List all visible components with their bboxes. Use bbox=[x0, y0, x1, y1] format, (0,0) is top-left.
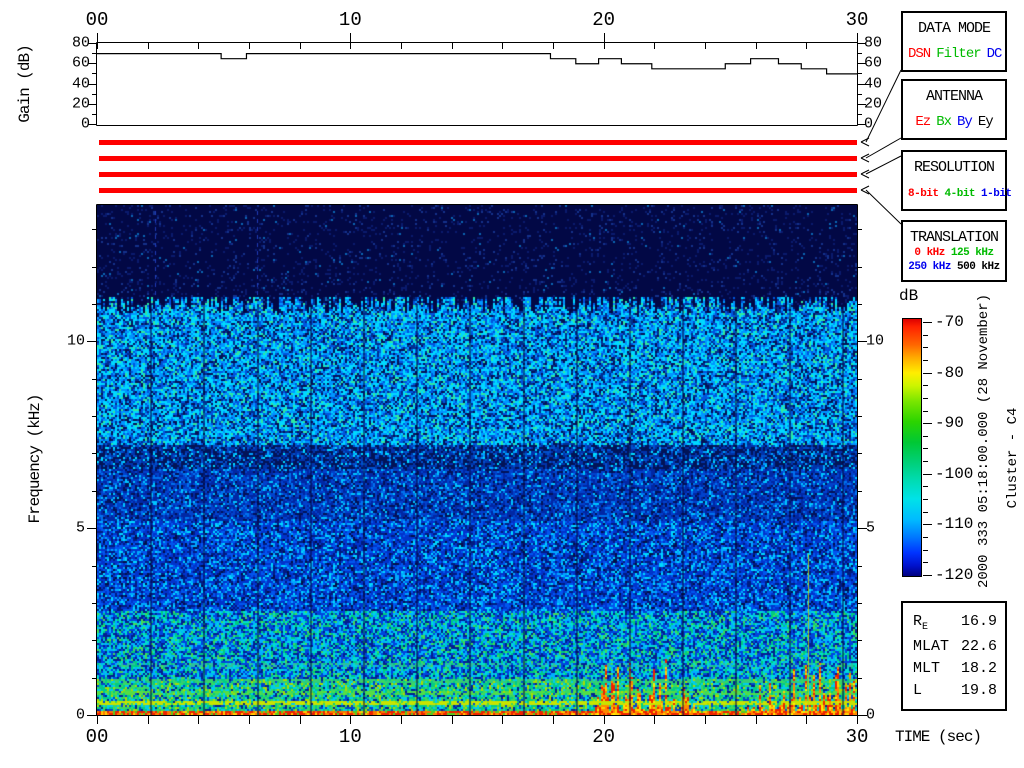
data-mode-values: DSN Filter DC bbox=[905, 46, 1003, 62]
status-bar-1 bbox=[99, 156, 857, 161]
status-value: Bx bbox=[936, 114, 951, 130]
antenna-values: Ez Bx By Ey bbox=[905, 114, 1003, 130]
datetime-caption: 2000 333 05:18:00.000 (28 November) bbox=[976, 294, 992, 588]
connector-arrowhead bbox=[861, 142, 869, 146]
translation-box: TRANSLATION 0 kHz 125 kHz 250 kHz 500 kHz bbox=[901, 220, 1007, 282]
translation-title: TRANSLATION bbox=[905, 229, 1003, 246]
colorbar bbox=[902, 318, 922, 577]
colorbar-tick-label: -90 bbox=[935, 414, 964, 432]
colorbar-tick-label: -120 bbox=[935, 566, 973, 584]
orbit-parameter-label: MLAT bbox=[913, 638, 949, 655]
antenna-box: ANTENNA Ez Bx By Ey bbox=[901, 79, 1007, 140]
time-tick-label-bottom: 10 bbox=[339, 726, 362, 748]
orbit-parameters-box: RE 16.9 MLAT 22.6 MLT 18.2 L 19.8 bbox=[901, 601, 1007, 711]
gain-ytick-label-left: 20 bbox=[72, 95, 90, 112]
time-tick-label-bottom: 20 bbox=[592, 726, 615, 748]
translation-values-row2: 250 kHz 500 kHz bbox=[905, 260, 1003, 274]
connector-arrowhead bbox=[861, 174, 869, 178]
status-value: 125 kHz bbox=[951, 247, 994, 259]
orbit-parameter-value: 19.8 bbox=[961, 682, 997, 699]
status-value: 4-bit bbox=[945, 188, 976, 200]
orbit-parameter-row: MLAT 22.6 bbox=[913, 638, 997, 655]
resolution-title: RESOLUTION bbox=[905, 159, 1003, 176]
freq-ytick-label-left: 10 bbox=[67, 333, 85, 350]
resolution-values: 8-bit 4-bit 1-bit bbox=[905, 187, 1003, 201]
gain-ytick-label-right: 60 bbox=[864, 55, 882, 72]
freq-ytick-label-right: 0 bbox=[866, 707, 875, 724]
time-tick-label-top: 20 bbox=[592, 9, 615, 31]
colorbar-tick-label: -80 bbox=[935, 364, 964, 382]
status-value: By bbox=[957, 114, 972, 130]
status-value: Ez bbox=[915, 114, 930, 130]
status-value: 250 kHz bbox=[908, 261, 951, 273]
connector-arrowhead bbox=[861, 186, 869, 190]
orbit-parameter-label: RE bbox=[913, 613, 928, 633]
colorbar-tick-label: -100 bbox=[935, 465, 973, 483]
status-value: Ey bbox=[978, 114, 993, 130]
status-value: 8-bit bbox=[908, 188, 939, 200]
gain-curve bbox=[97, 54, 857, 74]
colorbar-tick-label: -70 bbox=[935, 313, 964, 331]
freq-ytick-label-right: 5 bbox=[866, 520, 875, 537]
connector-arrowhead bbox=[861, 138, 869, 142]
status-value: 0 kHz bbox=[914, 247, 945, 259]
connector-arrowhead bbox=[861, 158, 869, 162]
data-mode-title: DATA MODE bbox=[905, 20, 1003, 37]
gain-ytick-label-left: 40 bbox=[72, 75, 90, 92]
resolution-box: RESOLUTION 8-bit 4-bit 1-bit bbox=[901, 150, 1007, 211]
spacecraft-caption: Cluster - C4 bbox=[1005, 408, 1021, 509]
status-value: DC bbox=[987, 46, 1002, 62]
orbit-parameter-label: L bbox=[913, 682, 922, 699]
status-bar-0 bbox=[99, 140, 857, 145]
time-tick-label-bottom: 30 bbox=[846, 726, 869, 748]
gain-ytick-label-right: 0 bbox=[864, 116, 873, 133]
orbit-parameter-value: 16.9 bbox=[961, 613, 997, 633]
connector-line bbox=[866, 190, 901, 224]
orbit-parameter-row: RE 16.9 bbox=[913, 613, 997, 633]
gain-ytick-label-right: 20 bbox=[864, 95, 882, 112]
antenna-title: ANTENNA bbox=[905, 88, 1003, 105]
wbd-spectrogram-page: Gain (dB) Frequency (kHz) dB 2000 333 05… bbox=[0, 0, 1024, 768]
gain-ytick-label-left: 80 bbox=[72, 35, 90, 52]
status-value: Filter bbox=[936, 46, 980, 62]
time-tick-label-top: 10 bbox=[339, 9, 362, 31]
orbit-parameter-value: 22.6 bbox=[961, 638, 997, 655]
orbit-parameter-label: MLT bbox=[913, 660, 940, 677]
freq-ytick-label-left: 0 bbox=[76, 707, 85, 724]
time-tick-label-bottom: 00 bbox=[86, 726, 109, 748]
status-bar-3 bbox=[99, 188, 857, 193]
orbit-parameter-row: L 19.8 bbox=[913, 682, 997, 699]
gain-ytick-label-left: 0 bbox=[81, 116, 90, 133]
time-tick-label-top: 00 bbox=[86, 9, 109, 31]
gain-ytick-label-right: 40 bbox=[864, 75, 882, 92]
connector-line bbox=[866, 138, 901, 158]
freq-ytick-label-left: 5 bbox=[76, 520, 85, 537]
translation-values-row1: 0 kHz 125 kHz bbox=[905, 246, 1003, 260]
time-tick-label-top: 30 bbox=[846, 9, 869, 31]
status-value: DSN bbox=[908, 46, 930, 62]
colorbar-unit-label: dB bbox=[899, 287, 918, 305]
data-mode-box: DATA MODE DSN Filter DC bbox=[901, 11, 1007, 72]
status-value: 1-bit bbox=[981, 188, 1012, 200]
connector-line bbox=[866, 156, 901, 174]
freq-ytick-label-right: 10 bbox=[866, 333, 884, 350]
orbit-parameter-value: 18.2 bbox=[961, 660, 997, 677]
status-bar-2 bbox=[99, 172, 857, 177]
orbit-parameter-row: MLT 18.2 bbox=[913, 660, 997, 677]
time-axis-unit-label: TIME (sec) bbox=[895, 728, 981, 746]
status-value: 500 kHz bbox=[957, 261, 1000, 273]
gain-ytick-label-left: 60 bbox=[72, 55, 90, 72]
gain-ytick-label-right: 80 bbox=[864, 35, 882, 52]
colorbar-tick-label: -110 bbox=[935, 515, 973, 533]
